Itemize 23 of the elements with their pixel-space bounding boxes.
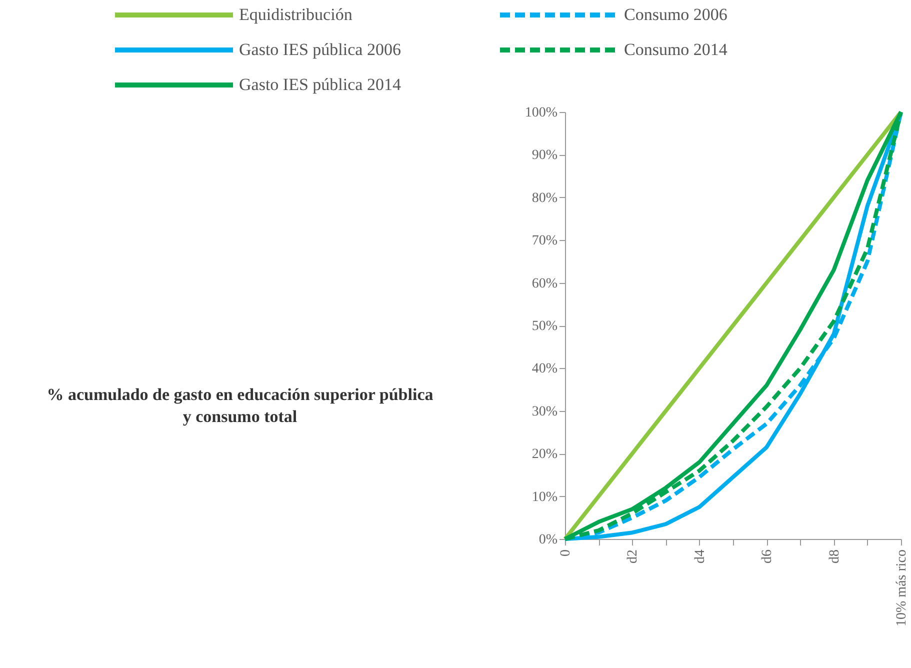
legend-label: Equidistribución — [239, 5, 353, 24]
y-tick-label: 70% — [532, 234, 558, 249]
x-tick-label: 0 — [558, 550, 574, 556]
x-tick-label: d4 — [692, 550, 708, 564]
legend-label: Consumo 2006 — [624, 5, 728, 24]
y-tick-label: 20% — [532, 447, 558, 462]
legend-label: Gasto IES pública 2014 — [239, 75, 402, 94]
y-tick-label: 40% — [532, 362, 558, 377]
y-tick-label: 100% — [524, 106, 558, 120]
y-tick-label: 80% — [532, 190, 558, 206]
x-tick-label: d6 — [760, 550, 776, 564]
x-tick-label: 10% más rico — [894, 550, 910, 626]
legend-label: Gasto IES pública 2006 — [239, 40, 401, 59]
text: % acumulado de gasto en educación superior pública y consumo total — [46, 385, 434, 426]
y-tick-label: 0% — [538, 532, 558, 548]
x-tick-label: d2 — [626, 550, 641, 564]
legend-label: Consumo 2014 — [624, 40, 728, 59]
y-tick-label: 90% — [532, 148, 558, 164]
y-tick-label: 30% — [532, 404, 558, 420]
y-tick-label: 50% — [532, 319, 558, 334]
y-tick-label: 60% — [532, 276, 558, 292]
x-tick-label: d8 — [827, 550, 842, 564]
y-tick-label: 10% — [532, 490, 558, 505]
